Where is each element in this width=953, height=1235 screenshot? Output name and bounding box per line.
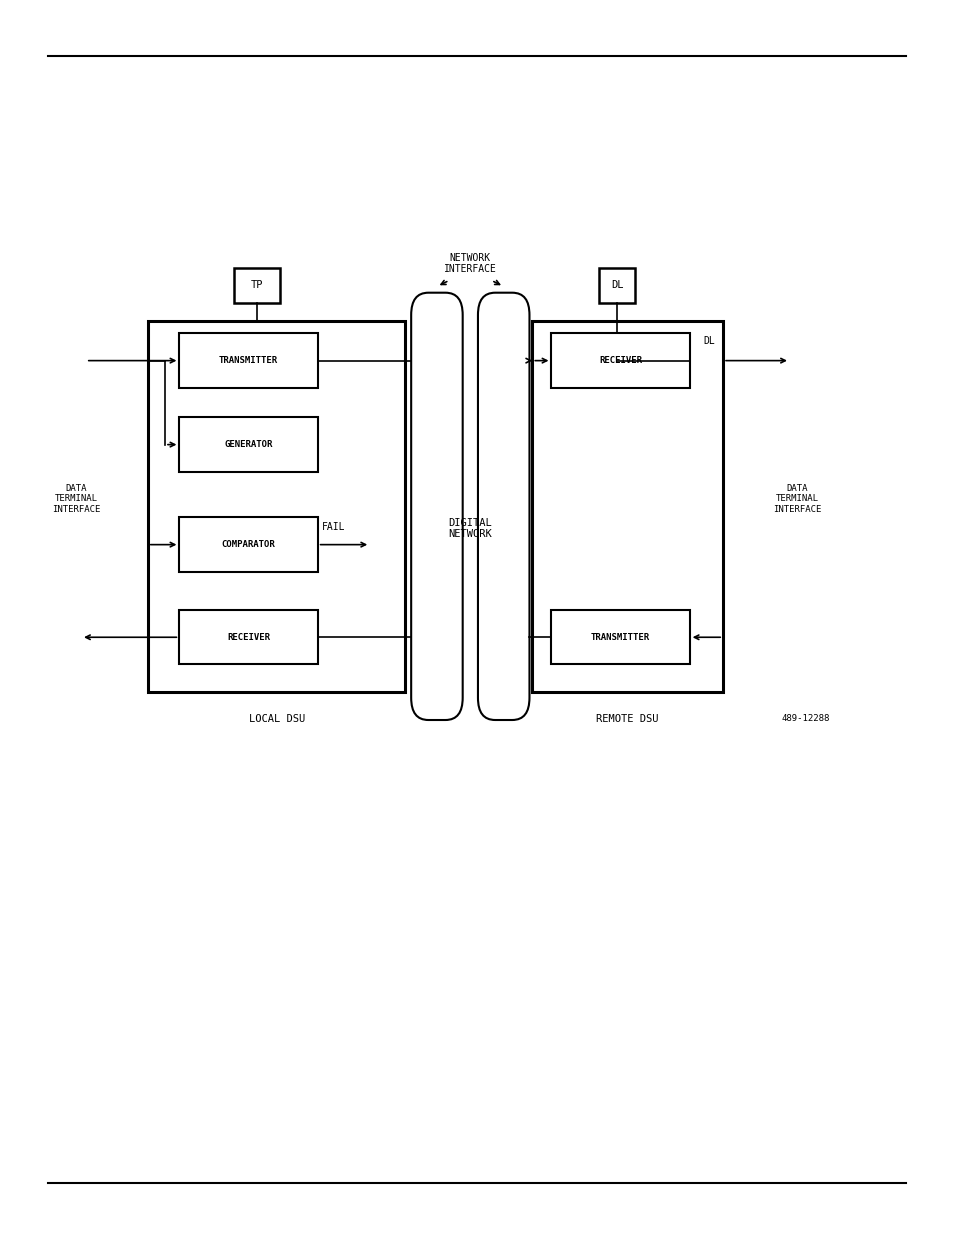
Bar (551, 610, 689, 664)
Text: 489-12288: 489-12288 (781, 714, 829, 722)
Text: LOCAL DSU: LOCAL DSU (249, 714, 304, 724)
Text: RECEIVER: RECEIVER (598, 356, 641, 366)
Bar (179, 610, 317, 664)
Text: TRANSMITTER: TRANSMITTER (591, 632, 649, 642)
Text: DL: DL (703, 336, 715, 346)
Text: REMOTE DSU: REMOTE DSU (596, 714, 659, 724)
Bar (551, 333, 689, 388)
Bar (598, 268, 635, 303)
Text: DIGITAL
NETWORK: DIGITAL NETWORK (448, 517, 492, 540)
FancyBboxPatch shape (477, 293, 529, 720)
Text: DL: DL (610, 280, 623, 290)
Bar (179, 417, 317, 472)
Text: FAIL: FAIL (321, 522, 345, 532)
Text: GENERATOR: GENERATOR (224, 440, 273, 450)
Text: DATA
TERMINAL
INTERFACE: DATA TERMINAL INTERFACE (773, 484, 821, 514)
FancyBboxPatch shape (411, 293, 462, 720)
Bar (148, 321, 405, 692)
Bar (233, 268, 279, 303)
Text: COMPARATOR: COMPARATOR (221, 540, 275, 550)
Bar (532, 321, 722, 692)
Bar (179, 517, 317, 572)
Bar (179, 333, 317, 388)
Text: RECEIVER: RECEIVER (227, 632, 270, 642)
Text: NETWORK
INTERFACE: NETWORK INTERFACE (443, 253, 497, 274)
Text: TP: TP (250, 280, 263, 290)
Text: TRANSMITTER: TRANSMITTER (219, 356, 277, 366)
Text: DATA
TERMINAL
INTERFACE: DATA TERMINAL INTERFACE (52, 484, 100, 514)
